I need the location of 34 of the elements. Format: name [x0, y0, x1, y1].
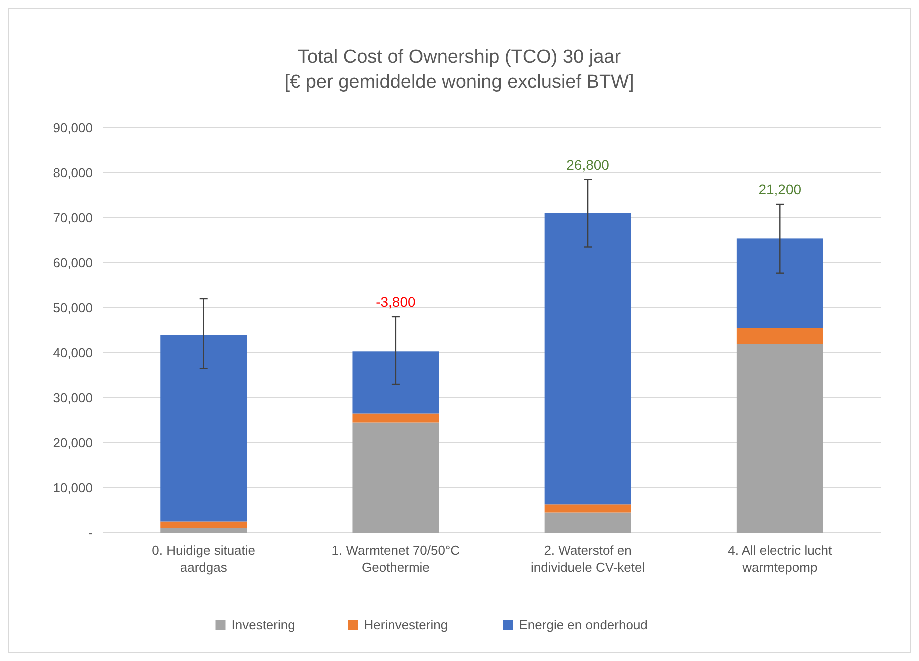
annotation: 26,800 [566, 156, 610, 173]
y-tick-label: 10,000 [53, 480, 93, 496]
y-tick-label: 30,000 [53, 390, 93, 406]
legend-label: Herinvestering [364, 618, 448, 633]
bar [544, 512, 632, 533]
y-tick-label: 50,000 [53, 300, 93, 316]
bar [736, 238, 824, 328]
annotation: 21,200 [758, 182, 802, 198]
x-tick-label: 4. All electric lucht warmtepomp [728, 543, 833, 575]
bar [352, 352, 440, 414]
bar [160, 335, 248, 522]
annotation: -3,800 [376, 294, 416, 310]
y-tick-label: 70,000 [53, 210, 93, 226]
y-tick-label: 20,000 [53, 436, 93, 451]
bar [736, 344, 824, 533]
legend-label: Energie en onderhoud [519, 618, 648, 633]
y-tick-label: 80,000 [53, 166, 93, 181]
bar [352, 422, 440, 533]
y-tick-label: 40,000 [53, 346, 93, 361]
bar [544, 213, 632, 505]
x-tick-label: 1. Warmtenet 70/50°C Geothermie [332, 543, 460, 575]
bar [160, 528, 248, 533]
x-tick-label: 0. Huidige situatie aardgas [152, 543, 256, 575]
bar [352, 414, 440, 423]
chart-subtitle: [€ per gemiddelde woning exclusief BTW] [284, 72, 634, 93]
y-tick-label: 60,000 [53, 256, 93, 271]
chart-title: Total Cost of Ownership (TCO) 30 jaar [298, 47, 622, 68]
bar [160, 522, 248, 528]
y-tick-label: 90,000 [53, 120, 93, 136]
bar [736, 328, 824, 344]
bar [544, 504, 632, 513]
y-tick-label: - [88, 526, 93, 541]
legend-label: Investering [232, 618, 296, 633]
x-tick-label: 2. Waterstof en individuele CV-ketel [530, 543, 646, 575]
